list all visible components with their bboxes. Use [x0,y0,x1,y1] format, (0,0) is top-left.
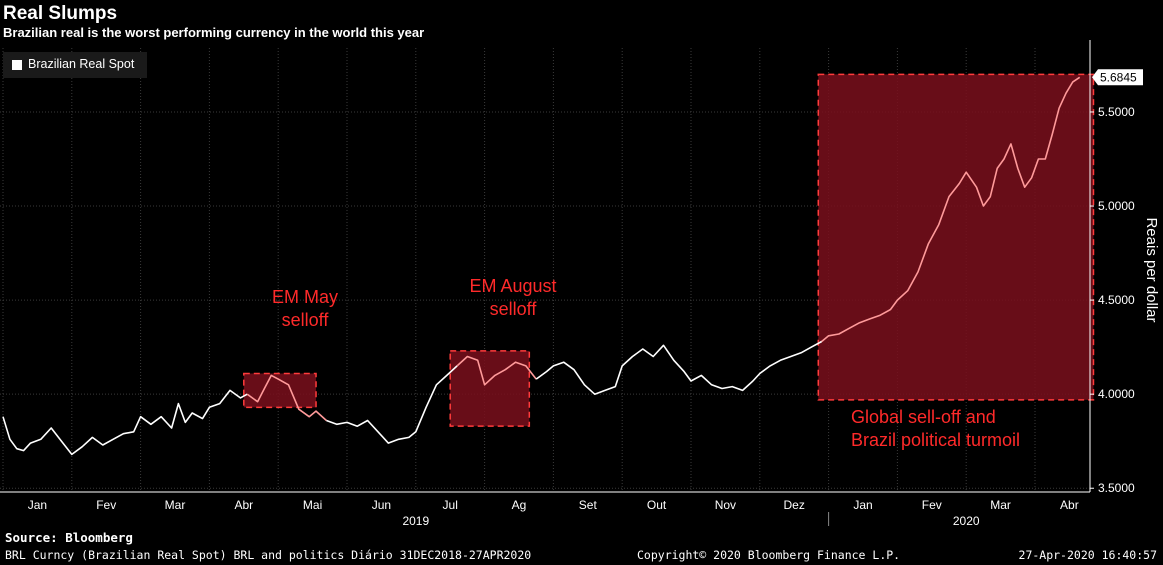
x-tick-label: Mar [990,498,1011,512]
footer-copyright: Copyright© 2020 Bloomberg Finance L.P. [637,548,901,562]
x-tick-label: Jul [443,498,458,512]
x-tick-label: Dez [784,498,805,512]
legend-label: Brazilian Real Spot [28,57,135,71]
x-tick-label: Abr [1060,498,1079,512]
series-line-highlighted [246,374,327,422]
legend: Brazilian Real Spot [3,52,147,78]
x-tick-label: Set [579,498,598,512]
series-line [2,389,248,456]
x-tick-label: Fev [922,498,942,512]
axis-layer: 3.5000 4.0000 4.5000 5.0000 5.5000 5.6845 Jan F… [0,40,1160,528]
x-tick-label: Fev [96,498,116,512]
highlight-box-0 [243,372,317,409]
last-value-label: 5.6845 [1100,70,1137,84]
y-tick-label: 5.0000 [1098,199,1135,213]
annotation-label: selloff [490,299,538,319]
x-tick-label: Out [647,498,667,512]
x-tick-label: Nov [715,498,736,512]
y-tick-label: 3.5000 [1098,481,1135,495]
footer-ticker-info: BRL Curncy (Brazilian Real Spot) BRL and… [5,548,532,562]
chart-title: Real Slumps [3,3,118,24]
y-axis-title: Reais per dollar [1143,217,1160,322]
annotation-label: Brazil political turmoil [851,430,1020,450]
series-line [535,340,823,396]
highlight-box-2 [817,73,1095,401]
source-note: Source: Bloomberg [5,530,133,545]
annotation-label: EM August [469,276,556,296]
series-line-layer [2,76,1081,456]
y-tick-label: 4.5000 [1098,293,1135,307]
highlight-boxes [243,73,1095,427]
year-label: 2020 [953,514,980,528]
x-tick-label: Jun [372,498,391,512]
x-tick-label: Abr [234,498,253,512]
annotation-label: EM May [272,287,338,307]
series-line-highlighted [456,355,537,386]
footer-timestamp: 27-Apr-2020 16:40:57 [1018,548,1157,562]
annotation-label: selloff [282,310,330,330]
x-tick-label: Mai [303,498,322,512]
last-value-badge [1092,69,1143,86]
x-tick-label: Jan [853,498,872,512]
last-value-tag: 5.6845 [1092,69,1143,86]
year-label: 2019 [402,514,429,528]
y-tick-label: 5.5000 [1098,105,1135,119]
x-tick-label: Ag [512,498,527,512]
x-tick-label: Jan [28,498,47,512]
chart-subtitle: Brazilian real is the worst performing c… [3,25,425,40]
series-line [326,365,458,444]
y-tick-label: 4.0000 [1098,387,1135,401]
annotation-layer: EM May selloff EM August selloff Global sell… [272,276,1020,450]
highlight-box-1 [449,350,531,427]
legend-swatch [12,60,22,70]
annotation-label: Global sell-off and [851,407,996,427]
x-tick-label: Mar [165,498,186,512]
series-line-highlighted [821,76,1081,343]
